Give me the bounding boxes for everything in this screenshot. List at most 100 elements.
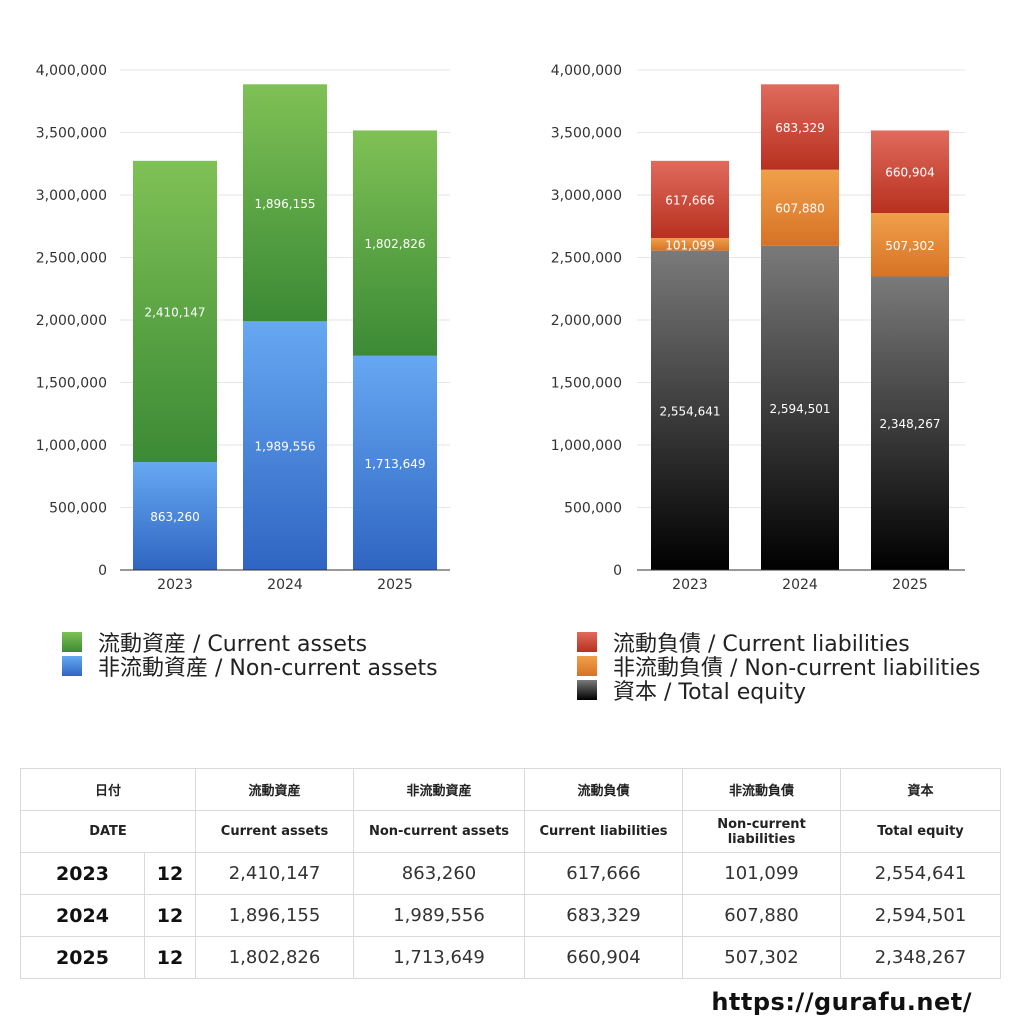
cell-equity: 2,348,267 — [840, 936, 1002, 979]
cell-equity: 2,594,501 — [840, 894, 1002, 937]
header-current-assets-jp: 流動資産 — [195, 768, 355, 811]
bar-segment — [353, 130, 437, 356]
row-month: 12 — [143, 852, 197, 895]
header-noncurrent-liabilities-en: Non-current liabilities — [682, 810, 842, 853]
site-url[interactable]: https://gurafu.net/ — [711, 988, 972, 1016]
data-label: 1,989,556 — [254, 440, 315, 454]
bar-segment — [133, 462, 217, 570]
bar-segment — [871, 276, 949, 570]
bar-segment — [243, 321, 327, 570]
cell-current-liabilities: 617,666 — [524, 852, 684, 895]
cell-equity: 2,554,641 — [840, 852, 1002, 895]
bar-segment — [871, 213, 949, 277]
y-tick-label: 2,000,000 — [551, 313, 622, 329]
cell-current-assets: 2,410,147 — [195, 852, 355, 895]
bar-segment — [651, 238, 729, 251]
header-noncurrent-assets-jp: 非流動資産 — [353, 768, 526, 811]
y-tick-label: 2,500,000 — [551, 251, 622, 267]
balance-sheet-table: 日付 流動資産 非流動資産 流動負債 非流動負債 資本 DATE Current… — [19, 768, 1002, 979]
data-label: 2,348,267 — [879, 417, 940, 431]
row-month: 12 — [143, 936, 197, 979]
cell-noncurrent-assets: 1,713,649 — [353, 936, 526, 979]
legend-swatch — [577, 656, 597, 676]
data-label: 1,896,155 — [254, 197, 315, 211]
table-row: 2024 12 1,896,155 1,989,556 683,329 607,… — [20, 894, 1002, 937]
legend-label: 流動資産 / Current assets — [98, 632, 368, 657]
header-current-assets-en: Current assets — [195, 810, 355, 853]
x-tick-label: 2024 — [267, 577, 303, 593]
bar-segment — [353, 355, 437, 570]
header-current-liabilities-jp: 流動負債 — [524, 768, 684, 811]
assets-legend: 流動資産 / Current assets 非流動資産 / Non-curren… — [62, 630, 438, 681]
table-header-jp: 日付 流動資産 非流動資産 流動負債 非流動負債 資本 — [19, 768, 1002, 811]
y-tick-label: 3,500,000 — [36, 126, 107, 142]
header-noncurrent-assets-en: Non-current assets — [353, 810, 526, 853]
bar-segment — [243, 84, 327, 322]
table-header-en: DATE Current assets Non-current assets C… — [19, 810, 1002, 853]
data-label: 2,554,641 — [659, 404, 720, 418]
data-label: 863,260 — [150, 510, 200, 524]
y-tick-label: 3,000,000 — [551, 188, 622, 204]
liabilities-equity-chart: 0 500,000 1,000,000 1,500,000 2,000,000 2,500… — [551, 63, 965, 593]
bar-segment — [651, 160, 729, 239]
row-year: 2024 — [20, 894, 145, 937]
cell-current-assets: 1,802,826 — [195, 936, 355, 979]
row-year: 2025 — [20, 936, 145, 979]
y-tick-label: 3,000,000 — [36, 188, 107, 204]
assets-chart: 0 500,000 1,000,000 1,500,000 2,000,000 2,500… — [36, 63, 450, 593]
data-label: 607,880 — [775, 202, 825, 216]
cell-noncurrent-liabilities: 101,099 — [682, 852, 842, 895]
cell-noncurrent-assets: 863,260 — [353, 852, 526, 895]
data-label: 507,302 — [885, 239, 935, 253]
cell-current-liabilities: 683,329 — [524, 894, 684, 937]
y-tick-label: 3,500,000 — [551, 126, 622, 142]
row-month: 12 — [143, 894, 197, 937]
x-tick-label: 2025 — [892, 577, 928, 593]
header-equity-jp: 資本 — [840, 768, 1002, 811]
cell-noncurrent-assets: 1,989,556 — [353, 894, 526, 937]
header-date-jp: 日付 — [19, 768, 197, 811]
table-row: 2023 12 2,410,147 863,260 617,666 101,09… — [20, 852, 1002, 895]
bar-segment — [871, 130, 949, 214]
x-tick-label: 2023 — [157, 577, 193, 593]
cell-noncurrent-liabilities: 607,880 — [682, 894, 842, 937]
y-tick-label: 0 — [613, 563, 622, 579]
table-row: 2025 12 1,802,826 1,713,649 660,904 507,… — [20, 936, 1002, 979]
x-tick-label: 2023 — [672, 577, 708, 593]
y-tick-label: 2,000,000 — [36, 313, 107, 329]
bar-segment — [651, 250, 729, 571]
legend-label: 非流動資産 / Non-current assets — [98, 656, 438, 681]
data-label: 1,713,649 — [364, 457, 425, 471]
y-tick-label: 0 — [98, 563, 107, 579]
legend-swatch — [577, 680, 597, 700]
legend-item-current-assets: 流動資産 / Current assets — [62, 630, 438, 657]
cell-current-assets: 1,896,155 — [195, 894, 355, 937]
header-noncurrent-liabilities-jp: 非流動負債 — [682, 768, 842, 811]
bar-segment — [761, 245, 839, 570]
header-equity-en: Total equity — [840, 810, 1002, 853]
bar-segment — [761, 169, 839, 246]
data-label: 683,329 — [775, 121, 825, 135]
y-tick-label: 1,500,000 — [36, 376, 107, 392]
data-label: 660,904 — [885, 166, 935, 180]
data-label: 101,099 — [665, 238, 715, 252]
y-tick-label: 500,000 — [49, 501, 107, 517]
x-tick-label: 2024 — [782, 577, 818, 593]
legend-item-noncurrent-liabilities: 非流動負債 / Non-current liabilities — [577, 654, 980, 681]
legend-label: 非流動負債 / Non-current liabilities — [613, 656, 981, 681]
x-tick-label: 2025 — [377, 577, 413, 593]
bar-segment — [133, 160, 217, 463]
y-tick-label: 2,500,000 — [36, 251, 107, 267]
legend-item-total-equity: 資本 / Total equity — [577, 678, 980, 705]
header-date-en: DATE — [19, 810, 197, 853]
bar-segment — [761, 84, 839, 170]
y-tick-label: 1,000,000 — [36, 438, 107, 454]
y-tick-label: 1,000,000 — [551, 438, 622, 454]
legend-label: 流動負債 / Current liabilities — [613, 632, 910, 657]
cell-current-liabilities: 660,904 — [524, 936, 684, 979]
y-tick-label: 4,000,000 — [551, 63, 622, 79]
cell-noncurrent-liabilities: 507,302 — [682, 936, 842, 979]
legend-item-current-liabilities: 流動負債 / Current liabilities — [577, 630, 980, 657]
row-year: 2023 — [20, 852, 145, 895]
header-current-liabilities-en: Current liabilities — [524, 810, 684, 853]
